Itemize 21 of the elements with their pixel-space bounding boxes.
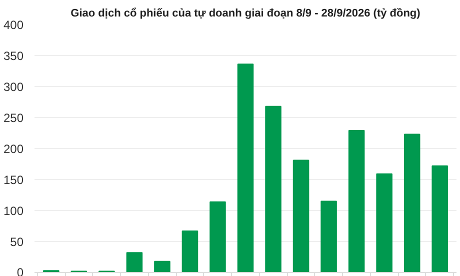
chart-title: Giao dịch cổ phiếu của tự doanh giai đoạn 8/9 - 28/9/2026 (tỷ đồng) (70, 8, 421, 20)
bar (348, 130, 365, 272)
bar (404, 134, 420, 272)
y-tick-label: 300 (3, 80, 24, 94)
bar (320, 200, 337, 272)
y-tick-label: 50 (10, 235, 24, 249)
y-tick-label: 250 (3, 111, 24, 125)
y-tick-label: 150 (3, 173, 24, 187)
y-tick-label: 200 (3, 142, 24, 156)
bar (154, 260, 170, 272)
bar (432, 165, 448, 272)
y-tick-label: 350 (3, 49, 24, 63)
bar (126, 252, 143, 272)
y-tick-label: 100 (3, 204, 24, 218)
bar (265, 106, 282, 272)
bar (210, 201, 226, 272)
bar (376, 173, 392, 272)
bar (237, 64, 254, 272)
bar (292, 160, 310, 272)
bar (182, 230, 198, 272)
y-tick-label: 400 (3, 18, 24, 32)
